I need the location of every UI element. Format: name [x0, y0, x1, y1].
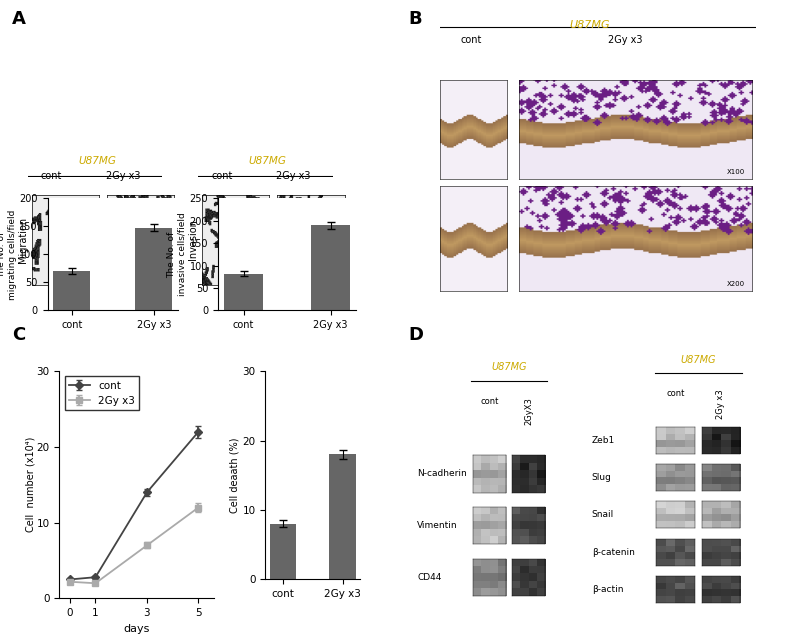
- Text: cont: cont: [41, 171, 62, 181]
- Text: A: A: [12, 10, 26, 28]
- Text: U87MG: U87MG: [78, 156, 116, 166]
- X-axis label: days: days: [124, 623, 150, 634]
- Text: X200: X200: [727, 281, 745, 287]
- Y-axis label: Invasion: Invasion: [188, 220, 198, 260]
- Bar: [329, 454, 356, 579]
- Text: CD44: CD44: [417, 573, 442, 582]
- Text: N-cadherin: N-cadherin: [417, 470, 467, 479]
- Y-axis label: Cell  number (x10⁴): Cell number (x10⁴): [25, 437, 35, 532]
- Bar: [224, 274, 263, 310]
- Y-axis label: The No. of
invasive cells/field: The No. of invasive cells/field: [167, 212, 187, 296]
- Text: cont: cont: [480, 397, 499, 406]
- Text: Slug: Slug: [592, 473, 611, 482]
- Bar: [311, 225, 350, 310]
- Text: D: D: [408, 326, 423, 344]
- Text: 2Gy x3: 2Gy x3: [276, 171, 310, 181]
- Text: U87MG: U87MG: [249, 156, 286, 166]
- Y-axis label: The No. of
migrating cells/field: The No. of migrating cells/field: [0, 209, 17, 300]
- Bar: [54, 271, 90, 310]
- Text: Vimentin: Vimentin: [417, 521, 458, 530]
- Text: cont: cont: [461, 35, 482, 45]
- Text: 2Gy x3: 2Gy x3: [105, 171, 140, 181]
- Text: cont: cont: [211, 171, 232, 181]
- Text: C: C: [12, 326, 25, 344]
- Text: 2GyX3: 2GyX3: [524, 397, 533, 424]
- Text: 2Gy x3: 2Gy x3: [716, 390, 725, 419]
- Text: U87MG: U87MG: [680, 355, 716, 365]
- Y-axis label: Cell deaath (%): Cell deaath (%): [230, 438, 240, 513]
- Text: Snail: Snail: [592, 510, 614, 519]
- Y-axis label: Migration: Migration: [17, 217, 28, 263]
- Text: β-catenin: β-catenin: [592, 548, 634, 557]
- Text: 2Gy x3: 2Gy x3: [608, 35, 643, 45]
- Text: cont: cont: [666, 390, 684, 399]
- Text: U87MG: U87MG: [491, 362, 527, 372]
- Text: Zeb1: Zeb1: [592, 436, 615, 445]
- Text: β-actin: β-actin: [592, 585, 623, 594]
- Bar: [269, 524, 296, 579]
- Text: B: B: [408, 10, 421, 28]
- Text: U87MG: U87MG: [569, 20, 611, 31]
- Legend: cont, 2Gy x3: cont, 2Gy x3: [65, 376, 139, 410]
- Bar: [135, 228, 173, 310]
- Text: X100: X100: [727, 169, 745, 175]
